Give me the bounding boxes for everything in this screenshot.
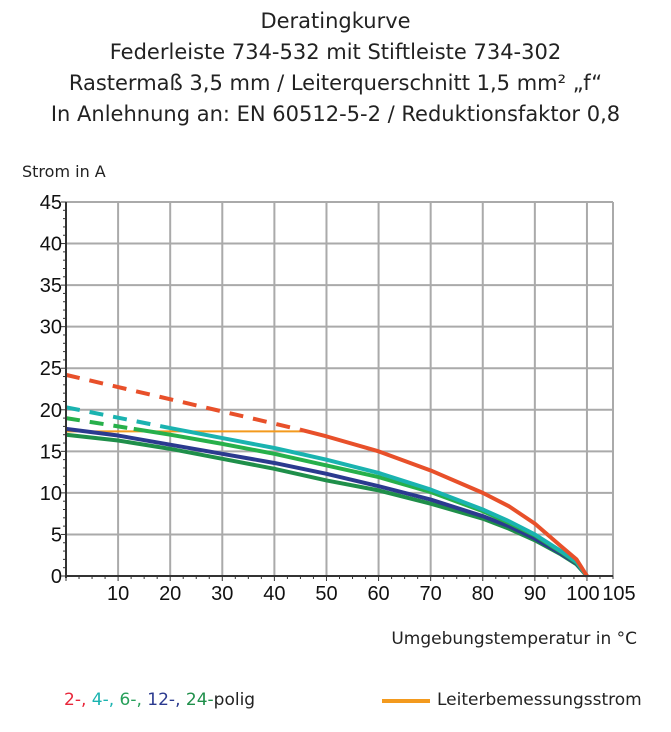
legend-part: , <box>175 690 186 710</box>
x-axis-label: Umgebungstemperatur in °C <box>391 629 637 649</box>
legend-poles: 2-, 4-, 6-, 12-, 24-polig <box>64 690 255 710</box>
series-2-polig <box>299 427 589 578</box>
y-tick-label: 25 <box>40 358 62 380</box>
legend-part: , <box>80 690 92 710</box>
series-group <box>65 372 589 578</box>
legend-part: 24- <box>185 690 214 710</box>
chart-title: Deratingkurve Federleiste 734-532 mit St… <box>0 6 671 130</box>
legend-part: polig <box>213 690 256 710</box>
title-line-1: Deratingkurve <box>260 9 411 33</box>
x-tick-label: 60 <box>367 583 389 605</box>
x-tick-label: 50 <box>315 583 337 605</box>
y-axis-label: Strom in A <box>22 162 106 181</box>
legend-part: 4- <box>91 690 109 710</box>
y-tick-label: 15 <box>40 441 62 463</box>
legend-part: , <box>136 690 148 710</box>
y-tick-label: 5 <box>51 524 62 546</box>
legend-part: , <box>108 690 120 710</box>
x-tick-label: 90 <box>524 583 546 605</box>
y-tick-label: 45 <box>40 192 62 214</box>
x-tick-label: 105 <box>602 583 635 605</box>
x-tick-label: 20 <box>159 583 181 605</box>
title-line-2: Federleiste 734-532 mit Stiftleiste 734-… <box>109 40 562 64</box>
axes: 10 20 30 40 50 60 70 80 90 100 105 0 5 10 15 20 25 30 35 40… <box>40 192 636 605</box>
series-4-polig-dashed <box>65 405 171 431</box>
series-4-polig <box>169 426 589 578</box>
y-tick-label: 0 <box>51 566 62 588</box>
y-tick-label: 35 <box>40 275 62 297</box>
series-6-polig-dashed <box>65 416 135 431</box>
x-tick-label: 100 <box>566 583 599 605</box>
x-tick-label: 70 <box>420 583 442 605</box>
x-tick-label: 80 <box>472 583 494 605</box>
legend-reference-label: Leiterbemessungsstrom <box>437 690 642 710</box>
series-2-polig-dashed <box>65 372 301 432</box>
legend-part: 12- <box>147 690 176 710</box>
legend-part: 2- <box>64 690 81 710</box>
y-tick-label: 10 <box>40 483 62 505</box>
legend-part: 6- <box>119 690 137 710</box>
x-tick-label: 40 <box>263 583 285 605</box>
y-tick-label: 30 <box>40 317 62 339</box>
x-tick-label: 10 <box>107 583 129 605</box>
title-line-4: In Anlehnung an: EN 60512-5-2 / Reduktio… <box>50 102 621 126</box>
x-tick-label: 30 <box>211 583 233 605</box>
title-line-3: Rastermaß 3,5 mm / Leiterquerschnitt 1,5… <box>68 71 603 95</box>
y-tick-label: 20 <box>40 400 62 422</box>
y-tick-label: 40 <box>40 234 62 256</box>
